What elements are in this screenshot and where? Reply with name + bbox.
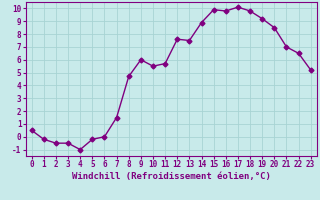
X-axis label: Windchill (Refroidissement éolien,°C): Windchill (Refroidissement éolien,°C)	[72, 172, 271, 181]
